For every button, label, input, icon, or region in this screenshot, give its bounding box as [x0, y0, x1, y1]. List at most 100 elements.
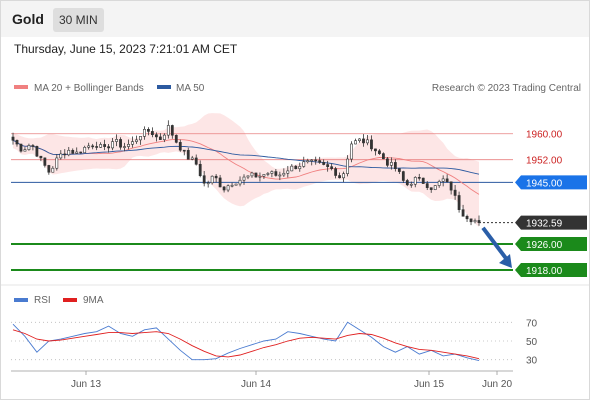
candle-body — [230, 184, 234, 187]
candle-body — [382, 153, 385, 160]
candle-body — [39, 155, 43, 159]
candle-body — [266, 173, 270, 175]
rsi-tick-50: 50 — [526, 337, 538, 348]
rsi-line — [12, 321, 480, 362]
ma9-legend-swatch — [63, 298, 77, 302]
ma20-legend-label: MA 20 + Bollinger Bands — [34, 83, 144, 94]
candle-body — [389, 162, 393, 166]
candle-body — [178, 142, 182, 151]
rsi-legend-label: RSI — [34, 295, 51, 306]
symbol-label: Gold — [12, 11, 44, 27]
candle-body — [385, 158, 389, 166]
rsi-tick-30: 30 — [526, 356, 538, 367]
candle-body — [262, 174, 266, 177]
candle-body — [27, 145, 31, 150]
level-tag-4 — [515, 263, 587, 278]
candle-body — [453, 189, 457, 196]
last-price-label: 1932.59 — [526, 219, 563, 230]
candle-body — [449, 181, 453, 191]
level-tag-3 — [515, 237, 587, 252]
candle-body — [79, 151, 83, 154]
candle-body — [91, 145, 95, 148]
candle-body — [107, 146, 110, 149]
candle-body — [71, 149, 75, 154]
candle-body — [274, 171, 278, 176]
candle-body — [278, 174, 282, 177]
candle-body — [294, 165, 298, 170]
candle-body — [63, 153, 67, 156]
candle-body — [421, 177, 425, 184]
candle-body — [23, 149, 27, 152]
arrow-layer — [481, 226, 512, 269]
candle-body — [310, 159, 314, 162]
candle-body — [397, 168, 401, 172]
candles-layer — [11, 120, 481, 226]
candle-body — [350, 143, 353, 160]
candle-body — [147, 129, 150, 132]
candle-body — [31, 145, 35, 147]
candle-body — [338, 175, 341, 179]
candle-body — [15, 139, 19, 145]
candle-body — [123, 146, 126, 148]
candle-body — [99, 144, 103, 148]
candle-body — [127, 143, 130, 147]
candle-body — [302, 161, 306, 167]
candle-body — [362, 138, 365, 144]
x-tick-label-1: Jun 14 — [241, 379, 271, 390]
last-price-tag — [515, 215, 587, 230]
candle-body — [186, 150, 190, 160]
candle-body — [330, 166, 334, 169]
candle-body — [417, 177, 421, 179]
candle-body — [461, 209, 465, 217]
level-tag-2 — [515, 175, 587, 190]
candle-body — [182, 149, 186, 152]
candle-body — [270, 171, 274, 174]
level-label-1: 1952.00 — [526, 156, 563, 167]
candle-body — [258, 175, 262, 178]
candle-body — [346, 158, 349, 174]
candle-body — [103, 144, 107, 147]
chart-datetime: Thursday, June 15, 2023 7:21:01 AM CET — [14, 42, 238, 56]
candle-body — [429, 187, 433, 190]
candle-body — [374, 148, 377, 152]
candle-body — [170, 125, 174, 136]
candle-body — [366, 139, 369, 144]
candle-body — [55, 157, 59, 169]
timeframe-button[interactable]: 30 MIN — [53, 8, 104, 32]
rsi-panel: 70 50 30 — [11, 318, 538, 367]
ma50-legend-label: MA 50 — [176, 83, 205, 94]
candle-body — [433, 185, 437, 190]
level-label-0: 1960.00 — [526, 130, 563, 141]
candle-body — [143, 129, 146, 137]
candle-body — [131, 141, 134, 145]
candle-body — [465, 215, 469, 220]
candle-body — [190, 157, 194, 160]
ma9-legend-label: 9MA — [83, 295, 104, 306]
candle-body — [306, 160, 310, 163]
x-tick-label-2: Jun 15 — [414, 379, 444, 390]
candle-body — [75, 151, 79, 154]
candle-body — [437, 181, 441, 186]
level-tag-text-3: 1926.00 — [526, 240, 563, 251]
candle-body — [59, 153, 63, 159]
candle-body — [11, 136, 15, 141]
candle-body — [326, 164, 330, 167]
ma50-line — [12, 139, 480, 175]
candle-body — [194, 157, 198, 165]
candle-body — [254, 172, 258, 178]
candle-body — [334, 168, 338, 176]
candle-body — [174, 134, 178, 143]
candle-body — [286, 170, 290, 174]
levels-layer — [11, 133, 513, 272]
candle-body — [370, 139, 373, 150]
moving-averages-layer — [12, 138, 480, 195]
candle-body — [457, 195, 461, 210]
candle-body — [290, 165, 294, 172]
candle-body — [218, 177, 222, 188]
candle-body — [19, 143, 23, 152]
candle-body — [298, 166, 302, 170]
candle-body — [226, 185, 230, 191]
rsi-ma-line — [12, 329, 480, 360]
candle-body — [409, 183, 413, 186]
